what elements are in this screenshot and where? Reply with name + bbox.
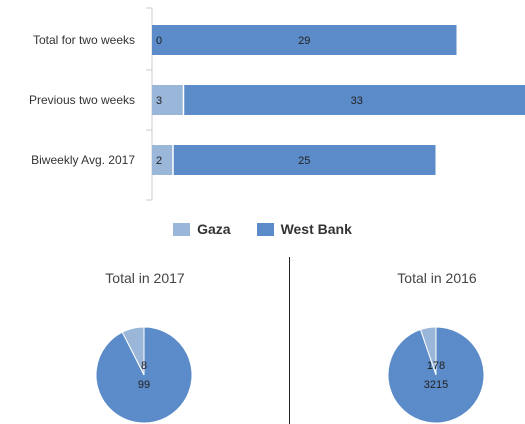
bar-value-west-bank-previous-two-weeks: 33 xyxy=(351,95,363,107)
bar-value-gaza-biweekly-avg-2017: 2 xyxy=(156,155,162,167)
pie-slice-west-bank-2017 xyxy=(95,326,193,424)
stacked-bar-chart: Total for two weeks Previous two weeks Biw… xyxy=(29,7,525,201)
category-label-total-for-two-weeks: Total for two weeks xyxy=(33,33,135,47)
bar-value-gaza-previous-two-weeks: 3 xyxy=(156,95,162,107)
bar-value-west-bank-biweekly-avg-2017: 25 xyxy=(298,155,310,167)
bars xyxy=(152,25,525,175)
pie-panel-2016: Total in 2016 178 3215 xyxy=(306,258,525,424)
bar-value-gaza-total-for-two-weeks: 0 xyxy=(156,35,162,47)
legend-swatch-gaza xyxy=(173,222,191,236)
pie-value-west-bank-2017: 99 xyxy=(138,379,150,391)
legend-swatch-west-bank xyxy=(256,222,274,236)
bar-gaza-previous-two-weeks xyxy=(152,85,184,115)
pie-value-gaza-2017: 8 xyxy=(141,360,147,372)
legend-item-west-bank: West Bank xyxy=(256,221,352,237)
legend-label-gaza: Gaza xyxy=(197,221,231,237)
bar-value-west-bank-total-for-two-weeks: 29 xyxy=(298,35,310,47)
bar-axis xyxy=(146,7,153,201)
category-label-previous-two-weeks: Previous two weeks xyxy=(29,93,135,107)
pie-title-2017: Total in 2017 xyxy=(105,270,185,286)
bar-west-bank-previous-two-weeks xyxy=(183,85,525,115)
pie-title-2016: Total in 2016 xyxy=(397,270,477,286)
bar-west-bank-biweekly-avg-2017 xyxy=(173,145,436,175)
legend: Gaza West Bank xyxy=(0,219,525,239)
panel-divider xyxy=(289,257,290,424)
bar-value-labels: 0 293 332 25 xyxy=(156,35,363,167)
pie-chart-2016: 178 3215 xyxy=(387,326,485,424)
legend-item-gaza: Gaza xyxy=(173,221,231,237)
category-labels: Total for two weeks Previous two weeks Biw… xyxy=(29,33,135,167)
pie-value-west-bank-2016: 3215 xyxy=(424,379,448,391)
pie-slice-west-bank-2016 xyxy=(387,326,485,424)
bar-west-bank-total-for-two-weeks xyxy=(152,25,457,55)
legend-label-west-bank: West Bank xyxy=(280,221,352,237)
category-label-biweekly-avg-2017: Biweekly Avg. 2017 xyxy=(31,153,135,167)
pie-panel-2017: Total in 2017 8 99 xyxy=(14,258,276,424)
bar-gaza-biweekly-avg-2017 xyxy=(152,145,173,175)
pie-value-gaza-2016: 178 xyxy=(427,360,445,372)
pie-chart-2017: 8 99 xyxy=(95,326,193,424)
